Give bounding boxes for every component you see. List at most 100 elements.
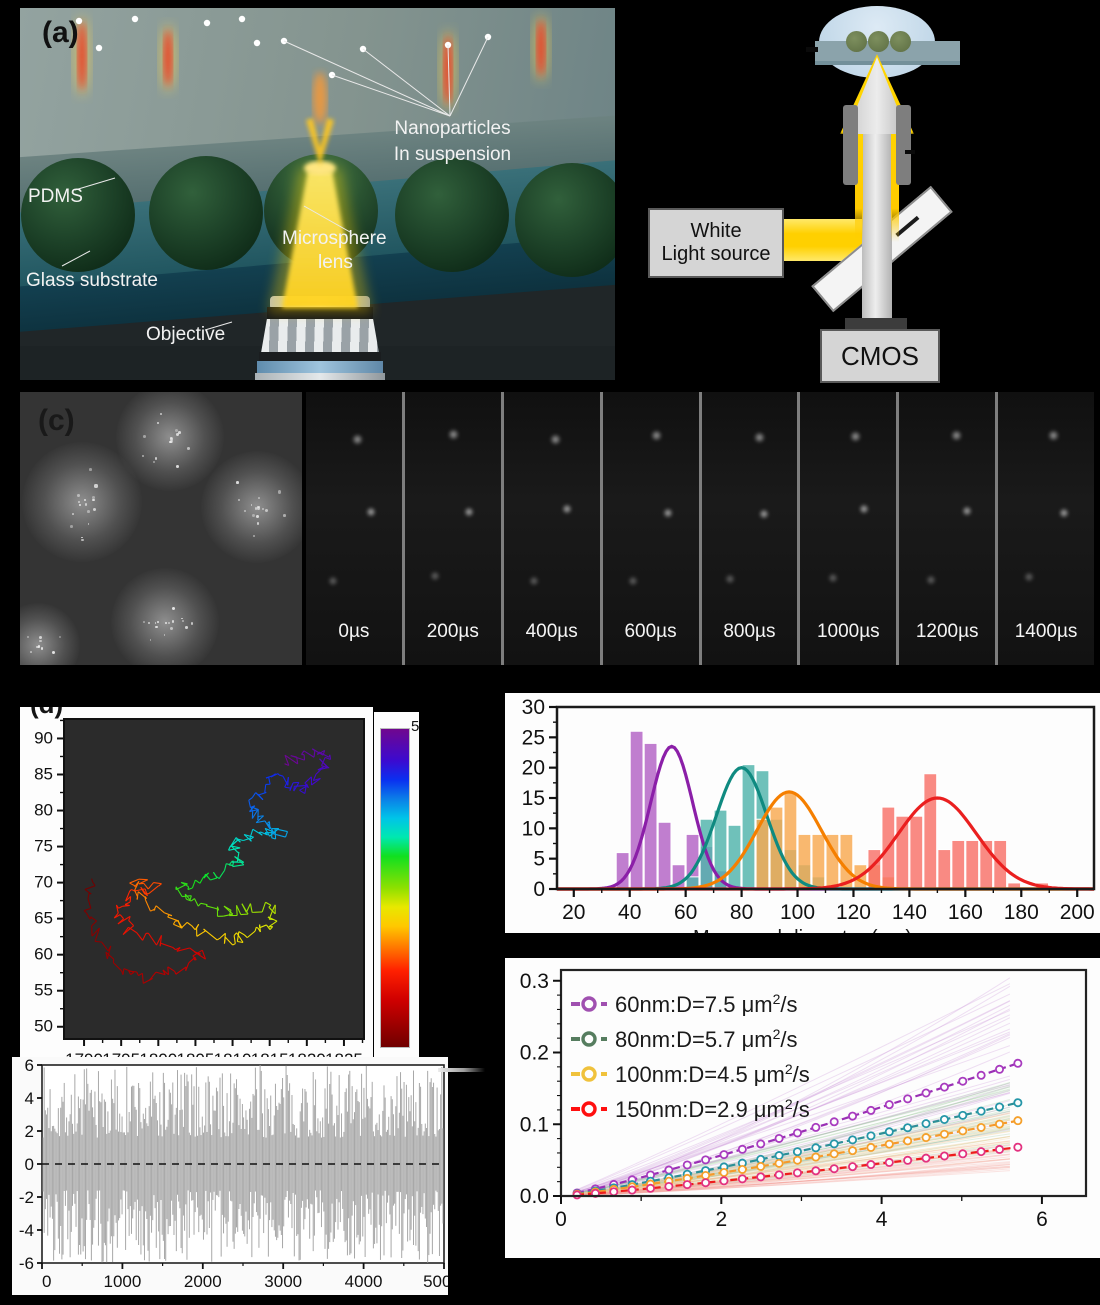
annotation-line xyxy=(74,177,116,191)
microsphere-in-sample xyxy=(868,31,889,52)
panel-a-label: (a) xyxy=(42,16,79,49)
msd-marker xyxy=(958,1126,968,1136)
annotation-line xyxy=(331,74,451,117)
msd-marker xyxy=(921,1088,931,1098)
msd-marker xyxy=(811,1122,821,1132)
microsphere xyxy=(395,158,509,272)
msd-marker xyxy=(976,1106,986,1116)
msd-marker xyxy=(774,1133,784,1143)
msd-marker xyxy=(995,1119,1005,1129)
nanoparticle-speck xyxy=(167,621,171,625)
particle-spot xyxy=(366,507,377,518)
msd-marker xyxy=(627,1185,637,1195)
legend-label: 150nm:D=2.9 μm2/s xyxy=(615,1096,810,1122)
msd-marker xyxy=(903,1094,913,1104)
time-frame: 1000µs xyxy=(800,392,897,665)
bar xyxy=(937,849,952,890)
panel-a-illustration: (a) Nanoparticles In suspension PDMS Gla… xyxy=(20,8,615,380)
nanoparticle-speck xyxy=(250,504,253,506)
msd-marker xyxy=(811,1152,821,1162)
label-objective: Objective xyxy=(146,324,226,345)
time-frame: 0µs xyxy=(306,392,402,665)
msd-marker xyxy=(995,1144,1005,1154)
nanoparticle-speck xyxy=(83,498,86,501)
particle-spot xyxy=(351,434,363,446)
msd-marker xyxy=(792,1128,802,1138)
nanoparticle-speck xyxy=(92,507,96,511)
histogram-series-150nm xyxy=(867,773,1050,890)
colorbar-card: 5 xyxy=(374,712,419,1068)
nanoparticle-speck xyxy=(157,422,160,425)
frame-time-label: 400µs xyxy=(525,621,578,642)
x-tick-label: 4000 xyxy=(345,1272,383,1291)
histogram-plot: 0 5 10 15 20 25 30 20 40 60 80 100 120 140 160 180 200 xyxy=(522,696,1096,924)
x-tick-label: 5000 xyxy=(423,1272,448,1291)
x-tick-label: 20 xyxy=(562,901,585,924)
nanoparticle-speck xyxy=(176,432,180,436)
particle-spot xyxy=(650,430,662,442)
msd-marker xyxy=(719,1150,729,1160)
msd-marker xyxy=(756,1154,766,1164)
frame-time-label: 1000µs xyxy=(816,621,880,642)
nanoparticle-speck xyxy=(164,621,168,625)
nanoparticle-speck xyxy=(169,436,173,440)
nanoparticle-speck xyxy=(149,639,152,641)
legend-label: 80nm:D=5.7 μm2/s xyxy=(615,1026,798,1052)
msd-marker xyxy=(884,1100,894,1110)
msd-marker xyxy=(811,1166,821,1176)
annotation-line xyxy=(61,250,91,267)
nanoparticle-speck xyxy=(236,481,239,484)
msd-marker xyxy=(737,1144,747,1154)
x-tick-label: 40 xyxy=(618,901,641,924)
y-tick-label: -2 xyxy=(19,1188,34,1207)
nanoparticle-speck xyxy=(30,651,32,654)
label-microsphere-line2: lens xyxy=(318,252,353,273)
bar xyxy=(769,806,784,890)
label-microsphere-line1: Microsphere xyxy=(282,228,387,249)
nanoparticle-speck xyxy=(174,428,178,433)
legend-swatch-marker xyxy=(581,996,597,1012)
beam-waist-spot xyxy=(304,161,336,175)
legend-swatch-marker xyxy=(581,1101,597,1117)
time-frame: 800µs xyxy=(701,392,798,665)
y-tick-label: 10 xyxy=(522,817,545,840)
legend-label: 100nm:D=4.5 μm2/s xyxy=(615,1061,810,1087)
msd-marker xyxy=(848,1162,858,1172)
msd-marker xyxy=(792,1168,802,1178)
nanoparticle-speck xyxy=(157,621,160,623)
msd-marker xyxy=(609,1187,619,1197)
msd-marker xyxy=(939,1114,949,1124)
msd-marker xyxy=(829,1117,839,1127)
y-tick-label: 60 xyxy=(34,945,53,964)
msd-marker xyxy=(682,1180,692,1190)
nanoparticle-speck xyxy=(182,620,185,623)
msd-marker xyxy=(792,1155,802,1165)
msd-marker xyxy=(1013,1058,1023,1068)
microsphere xyxy=(515,163,615,277)
msd-marker xyxy=(701,1178,711,1188)
x-tick-label: 100 xyxy=(780,901,815,924)
objective-mount-left xyxy=(843,105,858,185)
msd-marker xyxy=(701,1155,711,1165)
nanoparticle-speck xyxy=(190,622,194,625)
black-redaction-bar xyxy=(505,933,1100,958)
mount-mark xyxy=(905,150,915,154)
nanoparticle-speck xyxy=(143,621,145,624)
nanoparticle-speck xyxy=(283,514,286,517)
nanoparticle-speck xyxy=(81,538,84,542)
y-tick-label: 0.0 xyxy=(520,1185,549,1208)
label-nanoparticles-line1: Nanoparticles xyxy=(394,118,511,139)
y-tick-label: 15 xyxy=(522,787,545,810)
msd-marker xyxy=(848,1146,858,1156)
y-tick-label: 0.2 xyxy=(520,1042,549,1065)
nanoparticle-speck xyxy=(177,431,181,435)
bar xyxy=(909,815,924,890)
particle-spot xyxy=(950,429,962,441)
microsphere-field-halo xyxy=(111,568,219,665)
nanoparticle-dot xyxy=(253,39,261,47)
msd-legend: 60nm:D=7.5 μm2/s 80nm:D=5.7 μm2/s 100nm:D… xyxy=(571,991,810,1122)
nanoparticle-speck xyxy=(147,621,151,625)
x-tick-label: 1000 xyxy=(103,1272,141,1291)
msd-marker xyxy=(903,1155,913,1165)
msd-marker xyxy=(719,1176,729,1186)
